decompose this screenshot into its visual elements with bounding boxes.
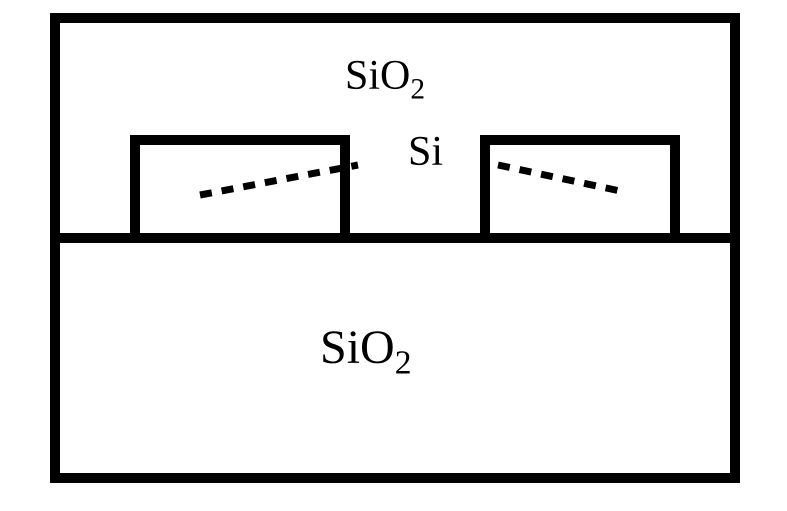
label-bottom: SiO2 <box>320 320 412 383</box>
label-middle: Si <box>408 128 443 176</box>
diagram-stage: SiO2 Si SiO2 <box>0 0 787 511</box>
label-top: SiO2 <box>345 52 425 106</box>
